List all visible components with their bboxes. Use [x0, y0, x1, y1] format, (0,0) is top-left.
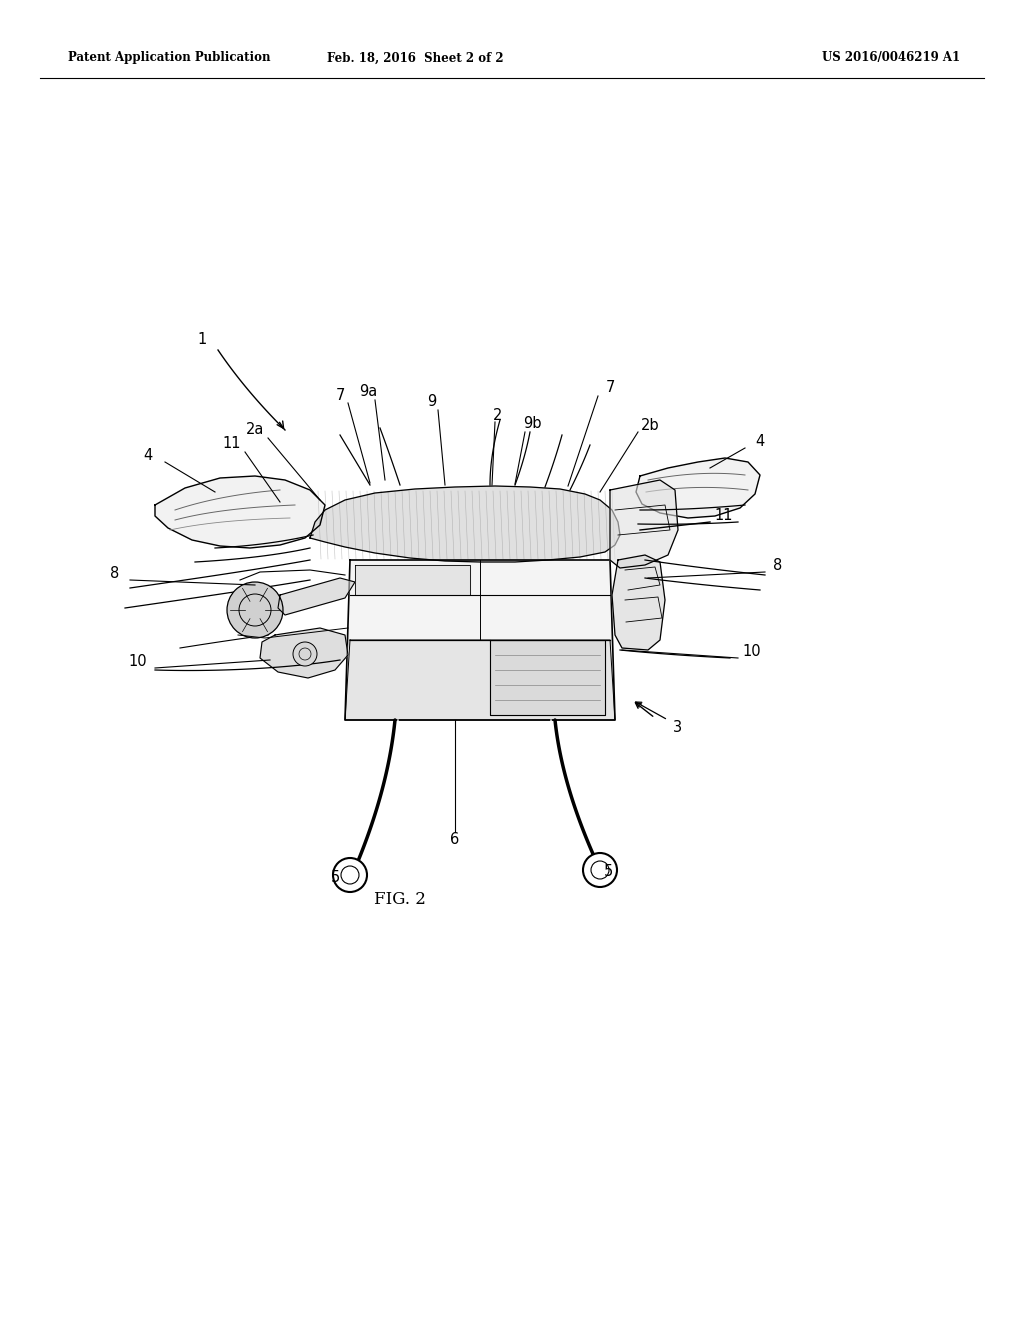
- Text: 2b: 2b: [641, 417, 659, 433]
- Polygon shape: [260, 628, 348, 678]
- Text: US 2016/0046219 A1: US 2016/0046219 A1: [822, 51, 961, 65]
- Text: 6: 6: [451, 833, 460, 847]
- Text: 10: 10: [129, 655, 147, 669]
- Text: Feb. 18, 2016  Sheet 2 of 2: Feb. 18, 2016 Sheet 2 of 2: [327, 51, 504, 65]
- Text: 5: 5: [603, 865, 612, 879]
- Text: 7: 7: [605, 380, 614, 396]
- Text: 4: 4: [756, 434, 765, 450]
- Text: 9b: 9b: [522, 417, 542, 432]
- Polygon shape: [636, 458, 760, 517]
- Text: 11: 11: [223, 437, 242, 451]
- Polygon shape: [355, 565, 470, 595]
- Circle shape: [583, 853, 617, 887]
- Circle shape: [293, 642, 317, 667]
- Text: 4: 4: [143, 447, 153, 462]
- Text: 2: 2: [494, 408, 503, 422]
- Polygon shape: [278, 578, 355, 615]
- Polygon shape: [155, 477, 325, 548]
- Text: 10: 10: [742, 644, 761, 660]
- Text: Patent Application Publication: Patent Application Publication: [68, 51, 270, 65]
- Polygon shape: [610, 480, 678, 568]
- Text: 2a: 2a: [246, 422, 264, 437]
- Text: 8: 8: [111, 566, 120, 582]
- Polygon shape: [345, 560, 615, 719]
- Text: 9a: 9a: [358, 384, 377, 400]
- Text: 8: 8: [773, 558, 782, 573]
- Text: 9: 9: [427, 395, 436, 409]
- Text: 1: 1: [198, 333, 207, 347]
- Circle shape: [227, 582, 283, 638]
- Text: 7: 7: [335, 388, 345, 403]
- Polygon shape: [310, 486, 620, 562]
- Polygon shape: [345, 640, 615, 719]
- Polygon shape: [490, 640, 605, 715]
- Circle shape: [333, 858, 367, 892]
- Text: 5: 5: [331, 870, 340, 886]
- Text: 3: 3: [674, 721, 683, 735]
- Text: 11: 11: [715, 508, 733, 524]
- Polygon shape: [612, 554, 665, 649]
- Text: FIG. 2: FIG. 2: [374, 891, 426, 908]
